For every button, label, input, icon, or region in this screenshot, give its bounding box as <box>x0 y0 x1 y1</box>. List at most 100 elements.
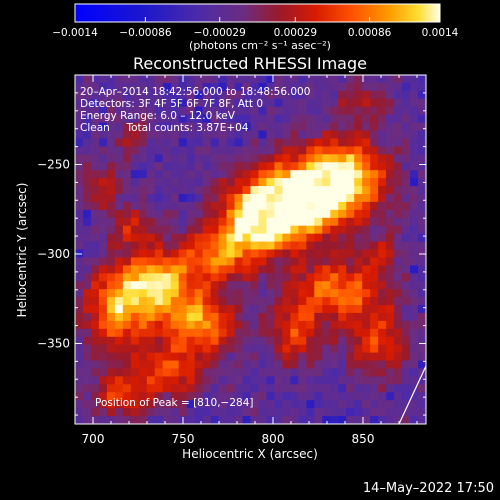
heatmap-cell <box>122 344 132 354</box>
heatmap-cell <box>98 376 108 385</box>
heatmap-cell <box>298 289 307 298</box>
heatmap-cell <box>370 368 379 377</box>
heatmap-cell <box>250 233 259 242</box>
heatmap-cell <box>154 265 164 274</box>
heatmap-cell <box>202 384 212 393</box>
heatmap-cell <box>202 201 212 211</box>
heatmap-cell <box>242 75 251 84</box>
heatmap-cell <box>370 249 379 258</box>
heatmap-cell <box>90 368 100 377</box>
heatmap-cell <box>418 241 427 250</box>
heatmap-cell <box>90 90 100 100</box>
heatmap-cell <box>242 193 251 203</box>
heatmap-cell <box>266 320 275 330</box>
heatmap-cell <box>130 154 140 163</box>
heatmap-cell <box>82 320 92 330</box>
heatmap-cell <box>282 344 291 354</box>
heatmap-cell <box>98 344 108 354</box>
heatmap-cell <box>378 328 387 338</box>
heatmap-cell <box>282 241 291 250</box>
heatmap-cell <box>218 384 227 393</box>
heatmap-cell <box>106 312 116 322</box>
heatmap-cell <box>202 289 212 298</box>
heatmap-cell <box>146 162 156 171</box>
heatmap-cell <box>378 114 387 123</box>
heatmap-cell <box>98 320 108 330</box>
heatmap-cell <box>258 249 267 258</box>
heatmap-cell <box>322 193 331 203</box>
heatmap-cell <box>330 249 339 258</box>
heatmap-cell <box>370 241 379 250</box>
heatmap-cell <box>114 170 124 179</box>
heatmap-cell <box>82 392 92 401</box>
heatmap-cell <box>106 178 116 187</box>
heatmap-cell <box>90 75 100 84</box>
heatmap-cell <box>402 416 411 425</box>
heatmap-cell <box>370 138 379 147</box>
heatmap-cell <box>162 249 172 258</box>
heatmap-cell <box>362 392 371 401</box>
heatmap-cell <box>75 297 84 306</box>
heatmap-cell <box>75 170 84 179</box>
heatmap-cell <box>122 384 132 393</box>
heatmap-cell <box>250 384 259 393</box>
heatmap-cell <box>178 154 188 163</box>
heatmap-cell <box>186 209 196 219</box>
heatmap-cell <box>90 106 100 116</box>
heatmap-cell <box>354 130 363 139</box>
heatmap-cell <box>322 225 331 235</box>
heatmap-cell <box>154 312 164 322</box>
heatmap-cell <box>290 98 299 108</box>
heatmap-cell <box>258 178 267 187</box>
heatmap-cell <box>146 170 156 179</box>
heatmap-cell <box>274 122 283 131</box>
heatmap-cell <box>354 82 363 92</box>
heatmap-cell <box>354 154 363 163</box>
heatmap-cell <box>354 392 363 401</box>
heatmap-cell <box>186 384 196 393</box>
heatmap-cell <box>75 416 84 425</box>
heatmap-cell <box>378 75 387 84</box>
heatmap-cell <box>170 360 180 369</box>
heatmap-cell <box>170 233 180 242</box>
heatmap-cell <box>298 186 307 195</box>
heatmap-cell <box>154 217 164 227</box>
heatmap-cell <box>298 249 307 258</box>
heatmap-cell <box>418 344 427 354</box>
heatmap-cell <box>234 186 243 195</box>
heatmap-cell <box>418 400 427 409</box>
heatmap-cell <box>90 170 100 179</box>
heatmap-cell <box>114 416 124 425</box>
heatmap-cell <box>178 312 188 322</box>
heatmap-cell <box>258 328 267 338</box>
heatmap-cell <box>322 289 331 298</box>
heatmap-cell <box>234 75 243 84</box>
heatmap-cell <box>290 273 299 282</box>
heatmap-cell <box>90 352 100 361</box>
heatmap-cell <box>226 344 235 354</box>
heatmap-cell <box>130 257 140 266</box>
heatmap-cell <box>242 178 251 187</box>
heatmap-cell <box>90 241 100 250</box>
heatmap-cell <box>210 336 219 346</box>
heatmap-cell <box>290 186 299 195</box>
heatmap-cell <box>162 82 172 92</box>
heatmap-cell <box>90 289 100 298</box>
heatmap-cell <box>330 146 339 155</box>
heatmap-cell <box>274 312 283 322</box>
heatmap-cell <box>410 376 419 385</box>
heatmap-cell <box>226 154 235 163</box>
heatmap-cell <box>154 384 164 393</box>
heatmap-cell <box>346 90 355 100</box>
heatmap-cell <box>330 392 339 401</box>
heatmap-cell <box>418 336 427 346</box>
heatmap-cell <box>338 281 347 290</box>
heatmap-cell <box>370 273 379 282</box>
heatmap-cell <box>98 90 108 100</box>
peak-position-text: Position of Peak = [810,−284] <box>95 397 254 409</box>
heatmap-cell <box>282 281 291 290</box>
heatmap-cell <box>98 368 108 377</box>
heatmap-cell <box>194 75 204 84</box>
heatmap-cell <box>370 98 379 108</box>
heatmap-cell <box>154 201 164 211</box>
